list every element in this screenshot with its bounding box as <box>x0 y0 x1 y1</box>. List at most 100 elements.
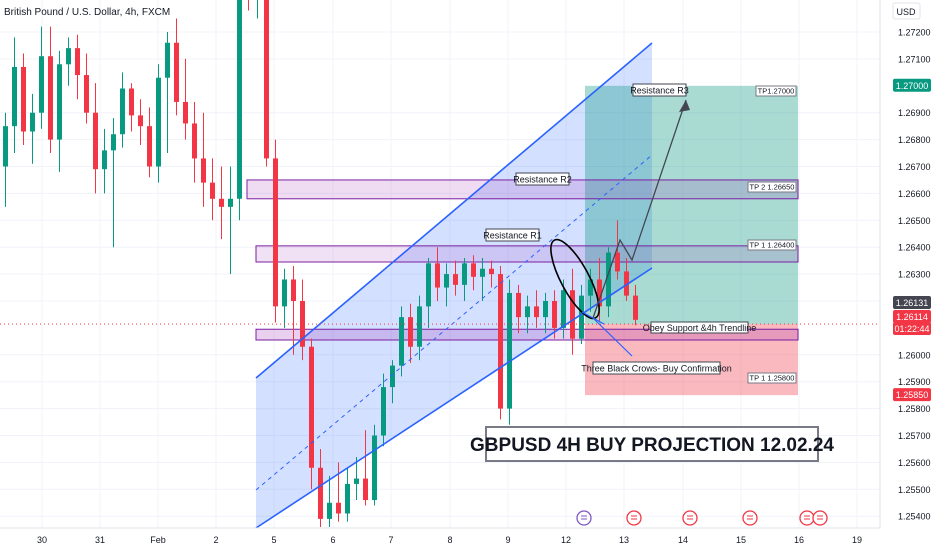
candle-body <box>165 42 170 78</box>
stop-label: TP 1 1.25800 <box>750 374 795 383</box>
candle-body <box>309 346 314 468</box>
candle-body <box>381 387 386 436</box>
currency-button[interactable] <box>892 2 921 20</box>
tp2-label-box <box>747 181 797 193</box>
economic-event-icon[interactable] <box>626 510 642 526</box>
candle-body <box>57 64 62 140</box>
candle-body <box>282 279 287 307</box>
price-tick-label: 1.25700 <box>898 431 931 441</box>
candle-body <box>3 126 8 167</box>
time-tick-label: 6 <box>330 535 335 545</box>
economic-event-icon[interactable] <box>799 510 815 526</box>
candle-body <box>408 317 413 347</box>
lightning-event-icon[interactable] <box>576 510 592 526</box>
candle-body <box>516 292 521 318</box>
stop-label-box <box>747 372 797 384</box>
candle-body <box>426 263 431 307</box>
candle-body <box>435 263 440 288</box>
price-tick-label: 1.25600 <box>898 458 931 468</box>
candle-body <box>471 263 476 277</box>
time-tick-label: 15 <box>736 535 746 545</box>
support-label: Obey Support &4h Trendline <box>643 323 757 333</box>
price-tick-label: 1.26600 <box>898 189 931 199</box>
candle-body <box>633 295 638 320</box>
candle-body <box>453 274 458 285</box>
symbol-title: British Pound / U.S. Dollar, 4h, FXCM <box>4 7 170 18</box>
price-tick-label: 1.26900 <box>898 108 931 118</box>
resistance-r1-label: Resistance R1 <box>483 231 542 241</box>
tp1-label: TP 1 1.26400 <box>750 241 795 250</box>
time-tick-label: 31 <box>95 535 105 545</box>
candle-body <box>489 268 494 275</box>
candle-body <box>552 301 557 328</box>
stop-price-badge-bg <box>893 388 931 402</box>
candle-body <box>543 301 548 318</box>
resistance-r1-label-box <box>485 228 540 242</box>
candle-body <box>534 306 539 318</box>
candle-body <box>579 295 584 339</box>
resistance-r3-label-box <box>632 83 687 97</box>
resistance-r1-band <box>255 245 799 263</box>
time-tick-label: 2 <box>213 535 218 545</box>
candle-body <box>21 66 26 132</box>
price-tick-label: 1.26400 <box>898 243 931 253</box>
price-tick-label: 1.26500 <box>898 216 931 226</box>
resistance-r3-label: Resistance R3 <box>630 86 689 96</box>
stop-price-badge: 1.25850 <box>896 390 929 400</box>
candle-body <box>183 101 188 124</box>
candle-body <box>12 66 17 127</box>
candle-body <box>219 198 224 207</box>
candle-body <box>318 467 323 519</box>
candle-body <box>597 279 602 307</box>
candle-body <box>138 115 143 127</box>
current-price-badge-bg <box>893 310 931 323</box>
candle-body <box>210 182 215 199</box>
candle-body <box>345 483 350 514</box>
candle-body <box>327 502 332 519</box>
price-tick-label: 1.26300 <box>898 270 931 280</box>
candle-body <box>174 42 179 102</box>
candle-body <box>111 134 116 151</box>
candle-body <box>93 112 98 170</box>
economic-event-icon[interactable] <box>812 510 828 526</box>
target-price-badge: 1.27000 <box>896 81 929 91</box>
last-price-badge-bg <box>893 296 931 309</box>
candle-body <box>228 198 233 207</box>
chart-title-box <box>485 426 819 462</box>
price-tick-label: 1.26700 <box>898 162 931 172</box>
three-crows-label: Three Black Crows- Buy Confirmation <box>581 364 732 374</box>
time-tick-label: 5 <box>271 535 276 545</box>
countdown-badge-bg <box>893 322 931 335</box>
currency-label[interactable]: USD <box>896 7 916 17</box>
candle-body <box>237 0 242 199</box>
candle-body <box>336 502 341 514</box>
target-price-badge-bg <box>893 78 931 92</box>
price-tick-label: 1.26000 <box>898 350 931 360</box>
economic-event-icon[interactable] <box>742 510 758 526</box>
candle-body <box>525 306 530 318</box>
candle-body <box>354 478 359 484</box>
price-tick-label: 1.26800 <box>898 135 931 145</box>
countdown-badge: 01:22:44 <box>894 324 929 334</box>
channel-upper-line <box>255 42 653 379</box>
candle-body <box>129 88 134 116</box>
candle-body <box>273 158 278 307</box>
candle-body <box>75 48 80 76</box>
last-price-badge: 1.26131 <box>896 298 929 308</box>
price-tick-label: 1.25800 <box>898 404 931 414</box>
time-tick-label: 16 <box>794 535 804 545</box>
current-price-badge: 1.26114 <box>896 312 928 322</box>
candle-body <box>48 56 53 140</box>
economic-event-icon[interactable] <box>682 510 698 526</box>
candle-body <box>363 478 368 501</box>
candle-body <box>561 290 566 328</box>
candle-body <box>102 150 107 170</box>
candle-body <box>480 268 485 277</box>
time-tick-label: 9 <box>505 535 510 545</box>
time-tick-label: 7 <box>388 535 393 545</box>
resistance-r2-label: Resistance R2 <box>513 175 572 185</box>
candle-body <box>30 112 35 132</box>
tp1-label-box <box>747 239 797 251</box>
